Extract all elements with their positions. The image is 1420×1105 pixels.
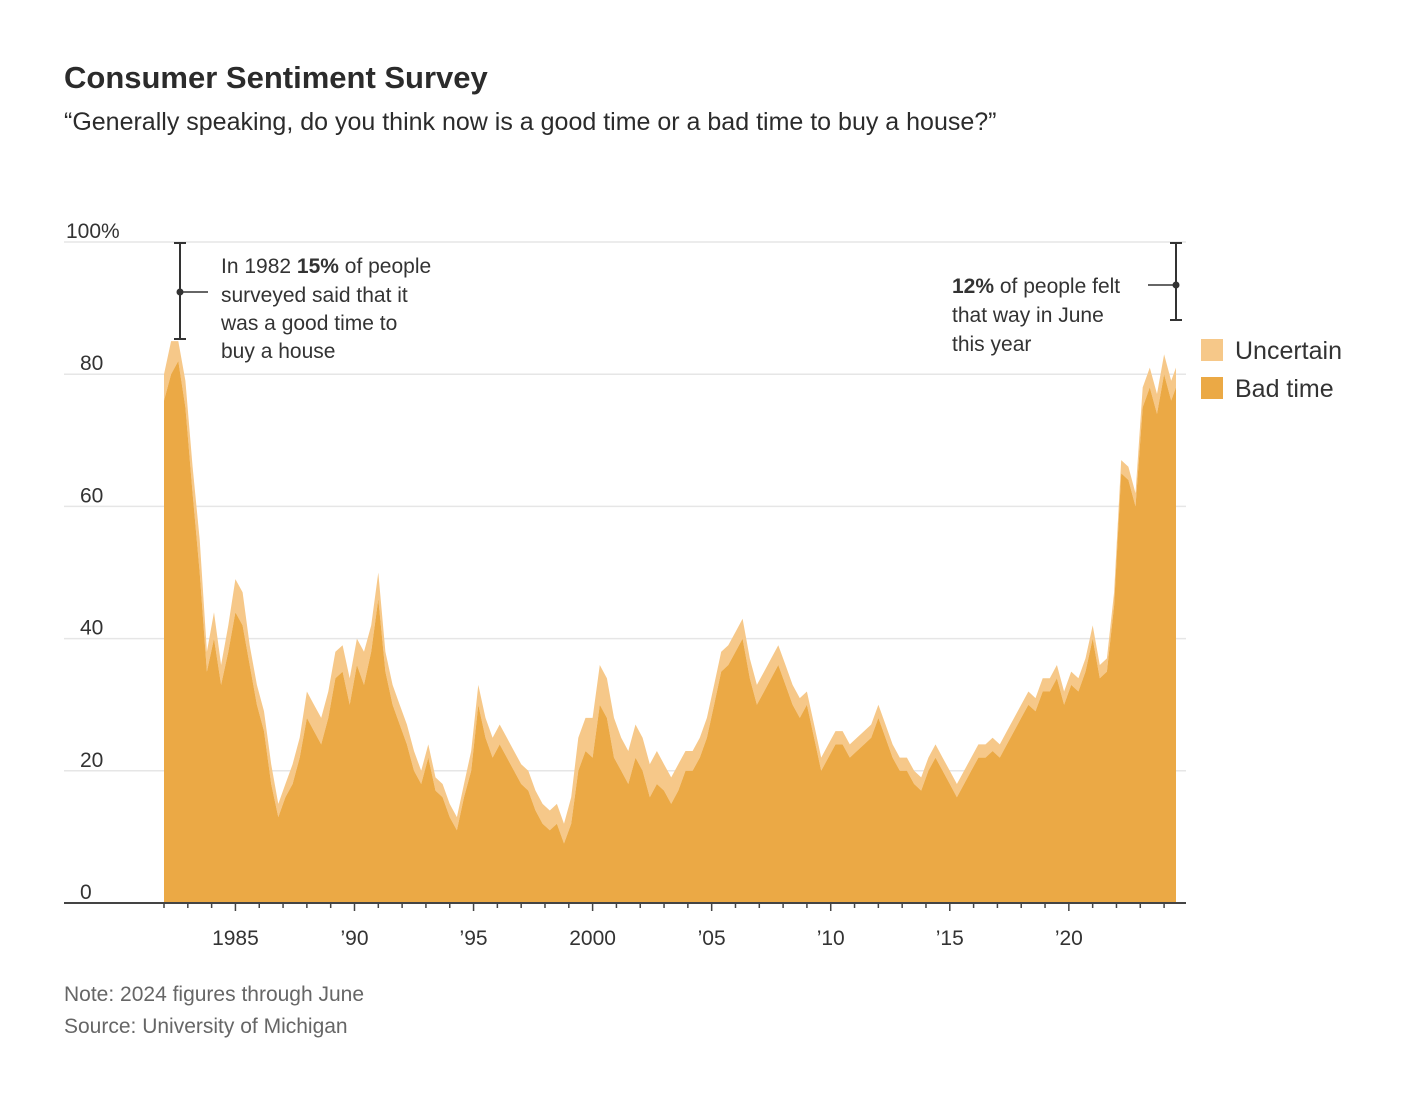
annotation-2024-dot — [1172, 281, 1180, 289]
annotation-2024-line-2: that way in June — [952, 304, 1104, 327]
y-tick-label-40: 40 — [80, 617, 103, 640]
area-series — [164, 341, 1176, 903]
annotation-1982: In 1982 15% of people surveyed said that… — [174, 242, 431, 363]
x-tick-label-2000: 2000 — [569, 927, 616, 950]
y-tick-label-80: 80 — [80, 352, 103, 375]
x-tick-label-1990: ’90 — [340, 927, 368, 950]
annotation-1982-dot — [176, 288, 184, 296]
x-tick-label-2005: ’05 — [698, 927, 726, 950]
legend-swatch-bad-time — [1201, 377, 1223, 399]
annotation-1982-line-3: was a good time to — [220, 312, 397, 335]
x-tick-label-2015: ’15 — [936, 927, 964, 950]
annotation-1982-line-2: surveyed said that it — [221, 284, 408, 307]
legend-swatch-uncertain — [1201, 339, 1223, 361]
annotation-2024: 12% of people felt that way in June this… — [952, 242, 1182, 356]
x-tick-label-2010: ’10 — [817, 927, 845, 950]
y-tick-label-60: 60 — [80, 484, 103, 507]
x-tick-label-2020: ’20 — [1055, 927, 1083, 950]
footnote: Note: 2024 figures through June — [64, 983, 365, 1006]
chart-subtitle: “Generally speaking, do you think now is… — [64, 108, 997, 136]
y-tick-label-20: 20 — [80, 749, 103, 772]
legend: Uncertain Bad time — [1201, 337, 1342, 403]
y-axis-ticks: 0 20 40 60 80 100% — [66, 220, 120, 904]
chart-title: Consumer Sentiment Survey — [64, 60, 488, 95]
x-tick-label-1985: 1985 — [212, 927, 259, 950]
legend-label-bad-time: Bad time — [1235, 375, 1334, 403]
annotation-2024-line-3: this year — [952, 333, 1031, 356]
x-axis: 1985 ’90 ’95 2000 ’05 ’10 ’15 ’20 — [64, 902, 1186, 950]
annotation-2024-text: 12% of people felt — [952, 275, 1120, 298]
y-tick-label-0: 0 — [80, 881, 92, 904]
x-tick-label-1995: ’95 — [460, 927, 488, 950]
legend-label-uncertain: Uncertain — [1235, 337, 1342, 365]
source-line: Source: University of Michigan — [64, 1015, 348, 1038]
annotation-1982-text: In 1982 15% of people — [221, 255, 431, 278]
series-bad-time-area — [164, 361, 1176, 903]
annotation-1982-line-4: buy a house — [221, 340, 335, 363]
y-tick-label-100: 100% — [66, 220, 120, 243]
